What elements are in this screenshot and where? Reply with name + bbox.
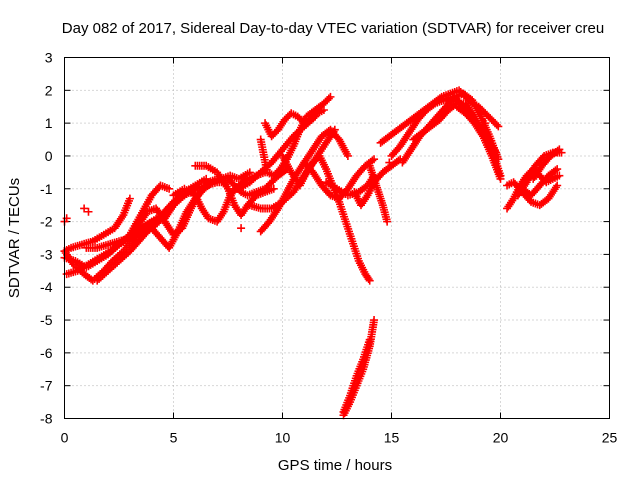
plot-frame <box>64 57 610 419</box>
data-point <box>553 181 562 190</box>
x-tick-label: 10 <box>275 430 291 446</box>
series-arc-20 <box>339 335 374 416</box>
data-point <box>326 92 335 101</box>
data-point <box>319 106 328 115</box>
series-arc-23 <box>365 161 392 226</box>
grid-lines <box>64 57 610 419</box>
data-point <box>365 276 374 285</box>
data-point <box>125 194 134 203</box>
data-series <box>60 86 566 420</box>
y-axis-label: SDTVAR / TECUs <box>6 178 23 298</box>
y-tick-label: 2 <box>45 82 53 98</box>
y-tick-label: 3 <box>45 50 53 66</box>
data-point <box>269 184 278 193</box>
series-isolated <box>60 119 490 233</box>
y-tick-label: 1 <box>45 115 53 131</box>
data-point <box>165 184 174 193</box>
series-arc-33 <box>529 145 564 183</box>
data-point <box>553 165 562 174</box>
axis-ticks <box>64 57 610 419</box>
y-tick-label: -3 <box>40 246 53 262</box>
data-point <box>494 122 503 131</box>
data-point <box>383 217 392 226</box>
series-arc-14 <box>261 106 328 141</box>
y-tick-labels: -8 -7 -6 -5 -4 -3 -2 -1 0 1 2 3 <box>40 50 53 427</box>
y-tick-label: -6 <box>40 345 53 361</box>
data-point <box>237 224 246 233</box>
data-point <box>343 151 352 160</box>
y-tick-label: -5 <box>40 312 53 328</box>
y-tick-label: -8 <box>40 411 53 427</box>
data-point <box>365 335 374 344</box>
series-arc-18 <box>300 155 379 203</box>
data-point <box>191 184 200 193</box>
chart-title: Day 082 of 2017, Sidereal Day-to-day VTE… <box>62 20 604 37</box>
y-tick-label: 0 <box>45 148 53 164</box>
x-tick-label: 15 <box>384 430 400 446</box>
data-point <box>555 145 564 154</box>
data-point <box>481 119 490 128</box>
y-tick-label: -1 <box>40 181 53 197</box>
y-tick-label: -2 <box>40 214 53 230</box>
series-arc-16 <box>256 125 352 236</box>
data-point <box>496 174 505 183</box>
x-tick-label: 0 <box>61 430 69 446</box>
data-point <box>80 204 89 213</box>
x-tick-label: 5 <box>170 430 178 446</box>
y-tick-label: -7 <box>40 378 53 394</box>
data-point <box>555 171 564 180</box>
data-point <box>370 155 379 164</box>
x-tick-labels: 0 5 10 15 20 25 <box>61 430 618 446</box>
x-axis-label: GPS time / hours <box>278 457 392 474</box>
data-point <box>84 207 93 216</box>
y-tick-label: -4 <box>40 279 53 295</box>
data-point <box>370 316 379 325</box>
x-tick-label: 20 <box>493 430 509 446</box>
series-arc-32 <box>518 165 562 200</box>
series-arc-28 <box>452 102 505 183</box>
data-point <box>385 158 394 167</box>
x-tick-label: 25 <box>602 430 618 446</box>
